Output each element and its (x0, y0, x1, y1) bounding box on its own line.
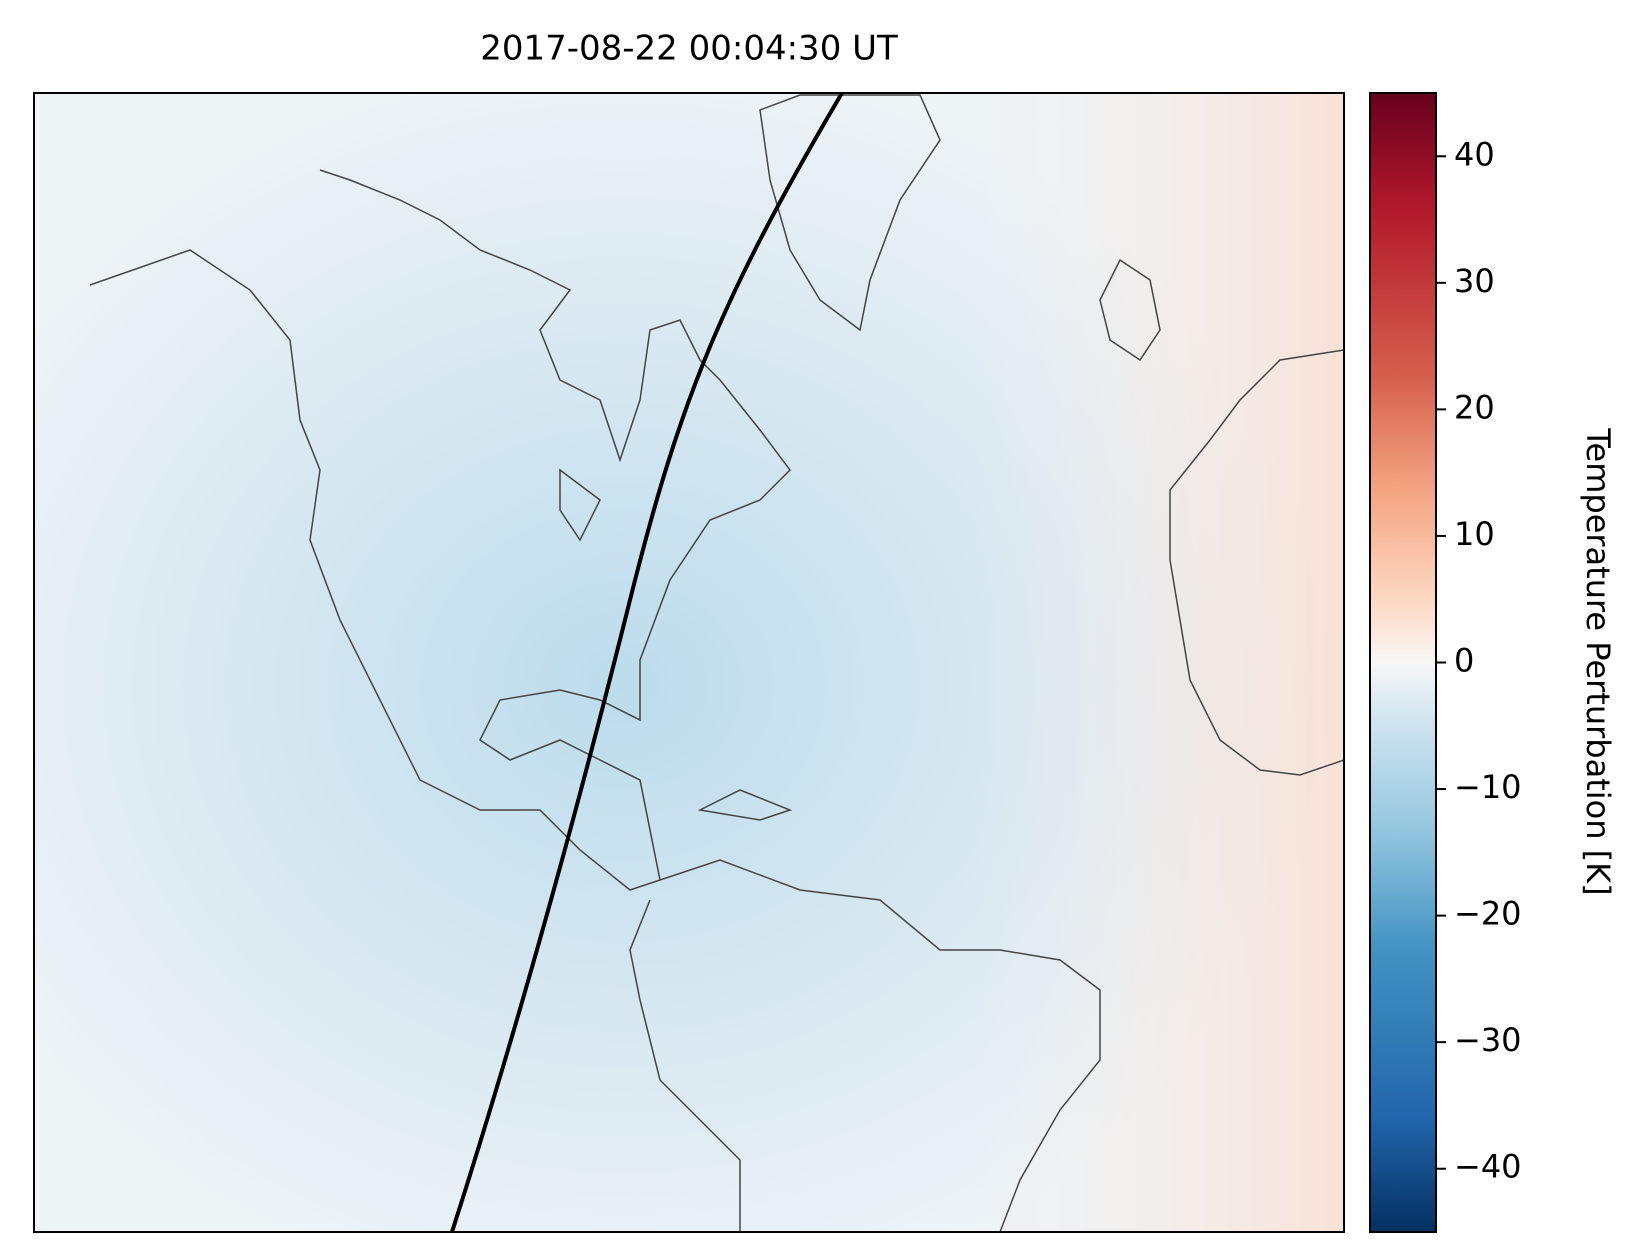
colorbar-tick-label: 40 (1454, 135, 1495, 173)
map-warm-region (34, 93, 1344, 1232)
colorbar-tick-label: 0 (1454, 642, 1474, 680)
coastlines (89, 94, 1344, 1232)
colorbar-tick-label: −10 (1454, 768, 1522, 806)
map (34, 93, 1344, 1232)
colorbar-tick-label: −20 (1454, 895, 1522, 933)
map-frame (33, 92, 1345, 1233)
colorbar-tick-label: −40 (1454, 1148, 1522, 1186)
colorbar-tick-label: 20 (1454, 388, 1495, 426)
colorbar (1369, 92, 1437, 1233)
colorbar-tick-label: 10 (1454, 515, 1495, 553)
colorbar-tick-label: 30 (1454, 262, 1495, 300)
colorbar-tick-label: −30 (1454, 1021, 1522, 1059)
map-title: 2017-08-22 00:04:30 UT (480, 29, 898, 69)
colorbar-label: Temperature Perturbation [K] (1579, 427, 1617, 895)
terminator-line (450, 93, 844, 1232)
